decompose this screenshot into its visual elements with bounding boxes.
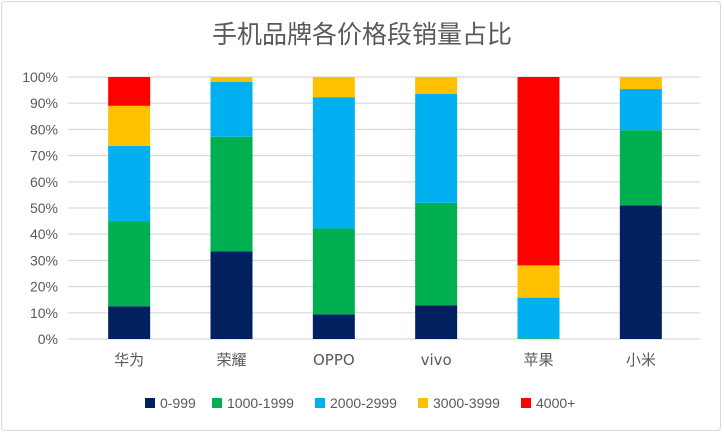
- y-tick-label: 90%: [30, 95, 58, 111]
- x-tick-label: vivo: [421, 351, 452, 369]
- legend-swatch: [145, 398, 155, 408]
- bar-segment-荣耀-2000-2999: [210, 81, 253, 137]
- y-tick-label: 50%: [30, 200, 58, 216]
- legend-swatch: [521, 398, 531, 408]
- legend-swatch: [315, 398, 325, 408]
- bar-segment-华为-4000+: [108, 77, 151, 106]
- bar-segment-小米-2000-2999: [619, 89, 662, 131]
- bar-segment-OPPO-1000-1999: [312, 228, 355, 315]
- x-tick-label: 荣耀: [216, 351, 246, 369]
- bar-segment-华为-2000-2999: [108, 145, 151, 222]
- chart-title: 手机品牌各价格段销量占比: [212, 20, 512, 49]
- bar-segment-OPPO-3000-3999: [312, 77, 355, 98]
- bar-segment-vivo-3000-3999: [415, 77, 458, 95]
- x-tick-label: OPPO: [313, 351, 355, 369]
- bar-segment-vivo-2000-2999: [415, 94, 458, 203]
- y-tick-label: 0%: [38, 331, 58, 347]
- bar-segment-华为-3000-3999: [108, 105, 151, 146]
- bar-segment-苹果-1000-1999: [517, 338, 560, 339]
- y-tick-label: 20%: [30, 279, 58, 295]
- bar-segment-荣耀-1000-1999: [210, 136, 253, 252]
- y-tick-label: 10%: [30, 305, 58, 321]
- x-tick-label: 苹果: [523, 351, 553, 369]
- bar-segment-荣耀-3000-3999: [210, 77, 253, 82]
- bar-segment-小米-3000-3999: [619, 77, 662, 90]
- bar-segment-华为-1000-1999: [108, 221, 151, 307]
- bar-segment-小米-0-999: [619, 205, 662, 339]
- bar-segment-荣耀-0-999: [210, 251, 253, 339]
- bar-segment-vivo-1000-1999: [415, 202, 458, 306]
- legend-swatch: [418, 398, 428, 408]
- legend-label: 2000-2999: [330, 395, 397, 411]
- bar-segment-华为-0-999: [108, 306, 151, 339]
- bar-segment-苹果-3000-3999: [517, 265, 560, 298]
- legend-label: 3000-3999: [433, 395, 500, 411]
- bar-segment-苹果-4000+: [517, 77, 560, 266]
- legend-label: 1000-1999: [227, 395, 294, 411]
- legend-label: 0-999: [160, 395, 196, 411]
- legend-swatch: [212, 398, 222, 408]
- legend-label: 4000+: [536, 395, 575, 411]
- y-tick-label: 30%: [30, 252, 58, 268]
- bar-segment-OPPO-0-999: [312, 314, 355, 339]
- y-tick-label: 60%: [30, 174, 58, 190]
- y-tick-label: 70%: [30, 148, 58, 164]
- bar-segment-苹果-2000-2999: [517, 297, 560, 339]
- bar-segment-OPPO-2000-2999: [312, 97, 355, 229]
- y-tick-label: 80%: [30, 121, 58, 137]
- bar-segment-小米-1000-1999: [619, 130, 662, 206]
- bar-segment-vivo-0-999: [415, 305, 458, 339]
- y-tick-label: 40%: [30, 226, 58, 242]
- x-tick-label: 小米: [626, 351, 656, 369]
- x-tick-label: 华为: [114, 351, 144, 369]
- y-tick-label: 100%: [22, 69, 58, 85]
